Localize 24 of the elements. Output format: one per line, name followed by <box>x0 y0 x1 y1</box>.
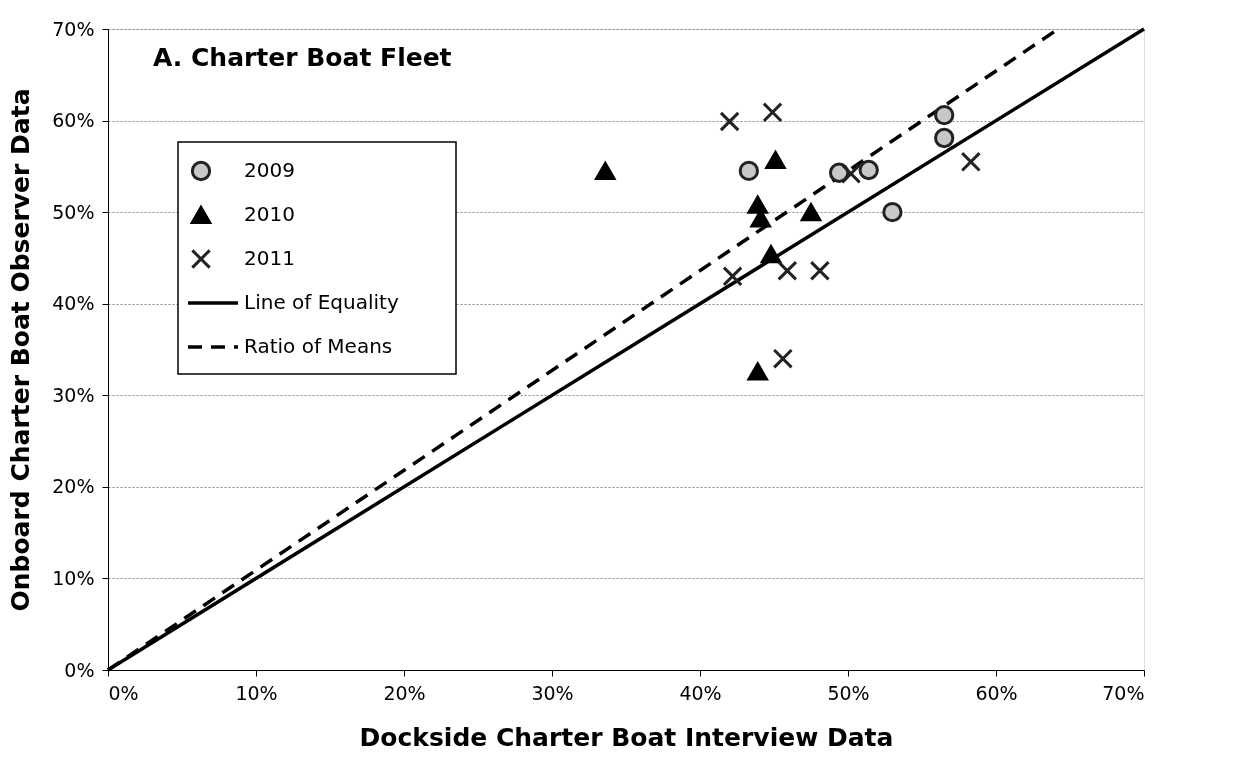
y-tick-label: 20% <box>52 475 95 498</box>
x-tick-label: 0% <box>108 681 139 704</box>
text: A. Charter Boat Fleet <box>153 43 452 72</box>
x-tick-label: 70% <box>1102 681 1145 704</box>
legend-label: 2010 <box>244 202 295 226</box>
legend-label: Ratio of Means <box>244 334 393 358</box>
legend-label: 2011 <box>244 246 295 270</box>
y-tick-label: 0% <box>64 658 95 681</box>
x-tick-label: 30% <box>531 681 574 704</box>
y-tick-label: 30% <box>52 383 95 406</box>
legend-label: Line of Equality <box>244 290 399 314</box>
y-tick-label: 40% <box>52 292 95 315</box>
y-axis-title: Onboard Charter Boat Observer Data <box>6 88 36 612</box>
x-tick-label: 50% <box>827 681 870 704</box>
x-tick-label: 20% <box>383 681 426 704</box>
y-tick-label: 10% <box>52 566 95 589</box>
x-axis-title: Dockside Charter Boat Interview Data <box>359 722 894 752</box>
legend-label: 2009 <box>244 158 295 182</box>
y-tick-label: 70% <box>52 17 95 40</box>
x-tick-label: 10% <box>235 681 278 704</box>
y-tick-label: 60% <box>52 109 95 132</box>
x-tick-label: 40% <box>679 681 722 704</box>
x-tick-label: 60% <box>975 681 1018 704</box>
y-tick-label: 50% <box>52 200 95 223</box>
